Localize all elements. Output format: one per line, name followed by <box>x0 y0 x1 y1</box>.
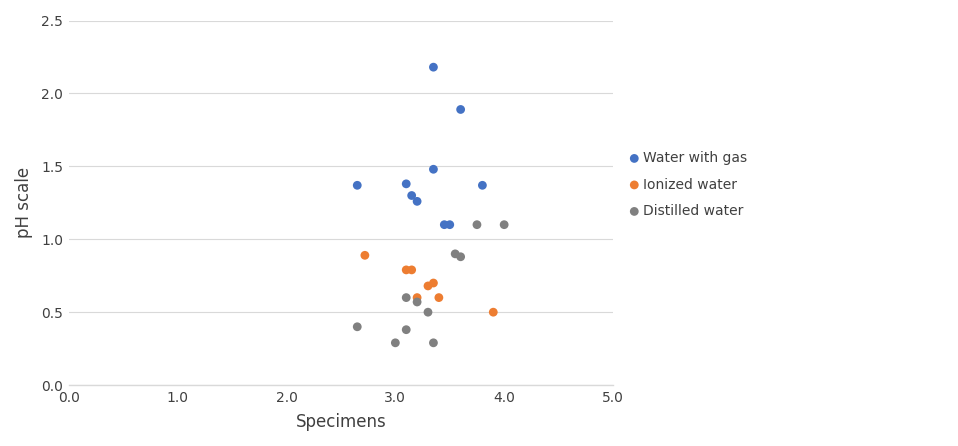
Distilled water <box>399 326 414 333</box>
Water with gas <box>437 221 452 228</box>
Ionized water <box>486 309 501 316</box>
Water with gas <box>399 180 414 187</box>
Water with gas <box>425 64 441 71</box>
Water with gas <box>475 182 490 189</box>
Water with gas <box>404 192 420 199</box>
Distilled water <box>425 339 441 347</box>
Ionized water <box>425 280 441 287</box>
Y-axis label: pH scale: pH scale <box>15 167 33 238</box>
X-axis label: Specimens: Specimens <box>296 413 386 431</box>
Ionized water <box>399 266 414 273</box>
Water with gas <box>453 106 468 113</box>
Distilled water <box>447 250 463 257</box>
Distilled water <box>388 339 403 347</box>
Water with gas <box>442 221 457 228</box>
Ionized water <box>404 266 420 273</box>
Distilled water <box>421 309 436 316</box>
Distilled water <box>469 221 485 228</box>
Distilled water <box>399 294 414 301</box>
Water with gas <box>409 198 424 205</box>
Distilled water <box>409 298 424 306</box>
Legend: Water with gas, Ionized water, Distilled water: Water with gas, Ionized water, Distilled… <box>630 151 747 218</box>
Distilled water <box>453 253 468 260</box>
Water with gas <box>425 166 441 173</box>
Ionized water <box>409 294 424 301</box>
Distilled water <box>496 221 512 228</box>
Water with gas <box>350 182 365 189</box>
Ionized water <box>431 294 446 301</box>
Ionized water <box>357 252 373 259</box>
Ionized water <box>421 282 436 289</box>
Distilled water <box>350 323 365 330</box>
